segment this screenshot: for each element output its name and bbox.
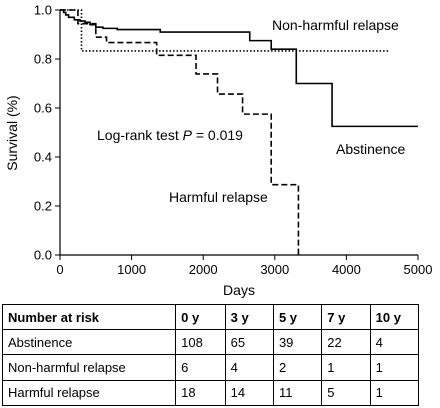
x-axis-label: Days xyxy=(223,282,255,298)
table-row: Non-harmful relapse 6 4 2 1 1 xyxy=(1,354,420,381)
risk-count: 1 xyxy=(321,354,371,381)
risk-count: 4 xyxy=(369,328,420,356)
label-abstinence: Abstinence xyxy=(336,141,405,157)
risk-count: 65 xyxy=(224,328,274,356)
risk-count: 2 xyxy=(272,354,323,381)
y-tick-label: 0.6 xyxy=(34,101,52,116)
x-ticks: 0 1000 2000 3000 4000 5000 xyxy=(56,255,432,277)
series-line-non-harmful-relapse xyxy=(60,9,390,52)
survival-chart: 0 1000 2000 3000 4000 5000 0.0 0.2 0.4 0.6 0.8 1.0… xyxy=(4,3,432,299)
table-row: Harmful relapse 18 14 11 5 1 xyxy=(1,379,420,407)
series-line-abstinence xyxy=(60,9,418,128)
risk-count: 1 xyxy=(369,379,420,407)
risk-count: 6 xyxy=(175,354,226,381)
risk-group-name: Abstinence xyxy=(1,328,177,356)
risk-count: 18 xyxy=(175,379,226,407)
y-tick-label: 0.2 xyxy=(34,199,52,214)
y-tick-label: 1.0 xyxy=(34,3,52,18)
y-ticks: 0.0 0.2 0.4 0.6 0.8 1.0 xyxy=(34,3,60,263)
label-harmful-relapse: Harmful relapse xyxy=(169,189,268,205)
risk-count: 22 xyxy=(321,328,371,356)
logrank-p: P xyxy=(183,127,193,143)
logrank-suffix: = 0.019 xyxy=(192,127,243,143)
x-tick-label: 4000 xyxy=(332,262,361,277)
series-line-harmful-relapse xyxy=(60,9,300,255)
x-tick-label: 5000 xyxy=(404,262,433,277)
risk-header-cell: 7 y xyxy=(321,304,371,330)
y-tick-label: 0.8 xyxy=(34,52,52,67)
risk-header-cell: 10 y xyxy=(369,304,420,330)
axes xyxy=(59,10,418,256)
risk-count: 5 xyxy=(321,379,371,407)
risk-count: 39 xyxy=(272,328,323,356)
table-row: Abstinence 108 65 39 22 4 xyxy=(1,328,420,356)
risk-table-header: Number at risk 0 y 3 y 5 y 7 y 10 y xyxy=(1,304,420,330)
y-tick-label: 0.4 xyxy=(34,150,52,165)
risk-count: 14 xyxy=(224,379,274,407)
risk-header-cell: 5 y xyxy=(272,304,323,330)
x-tick-label: 2000 xyxy=(189,262,218,277)
logrank-annotation: Log-rank test P = 0.019 xyxy=(97,127,243,143)
risk-count: 11 xyxy=(272,379,323,407)
risk-group-name: Harmful relapse xyxy=(1,379,177,407)
risk-count: 108 xyxy=(175,328,226,356)
x-tick-label: 0 xyxy=(56,262,63,277)
risk-header-cell: 3 y xyxy=(224,304,274,330)
risk-count: 4 xyxy=(224,354,274,381)
risk-header-cell: 0 y xyxy=(175,304,226,330)
label-non-harmful-relapse: Non-harmful relapse xyxy=(272,17,399,33)
x-tick-label: 1000 xyxy=(117,262,146,277)
risk-count: 1 xyxy=(369,354,420,381)
x-tick-label: 3000 xyxy=(260,262,289,277)
risk-table: Number at risk 0 y 3 y 5 y 7 y 10 y Abst… xyxy=(1,304,420,407)
series-lines xyxy=(60,9,418,255)
logrank-prefix: Log-rank test xyxy=(97,127,183,143)
risk-group-name: Non-harmful relapse xyxy=(1,354,177,381)
risk-header-cell: Number at risk xyxy=(1,304,177,330)
y-tick-label: 0.0 xyxy=(34,248,52,263)
y-axis-label: Survival (%) xyxy=(4,95,20,170)
